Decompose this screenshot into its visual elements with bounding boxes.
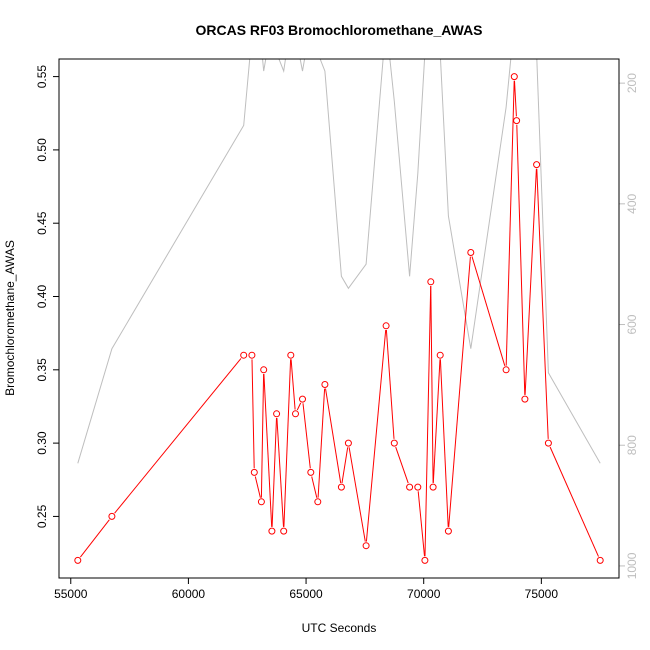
y2-axis: 200 400 600 800 1000 (619, 73, 639, 579)
primary-series-segment (536, 168, 549, 439)
y-axis: 0.25 0.30 0.35 0.40 0.45 0.50 0.55 (35, 65, 59, 528)
x-tick-label: 75000 (525, 587, 559, 601)
chart-title: ORCAS RF03 Bromochloromethane_AWAS (195, 22, 482, 38)
primary-series-segment (317, 388, 326, 498)
primary-series-point (533, 161, 541, 169)
primary-series-segment (448, 256, 471, 527)
primary-series-segment (471, 256, 506, 366)
x-tick-label: 65000 (289, 587, 323, 601)
primary-series-point (596, 556, 604, 564)
primary-series-segment (348, 447, 366, 542)
primary-series-segment (271, 417, 277, 527)
primary-series-point (273, 410, 281, 418)
x-axis-label: UTC Seconds (302, 621, 377, 635)
primary-series-point (502, 366, 510, 374)
primary-series-point (74, 556, 82, 564)
primary-series-point (314, 498, 322, 506)
primary-series-segment (365, 329, 387, 542)
y2-tick-label: 800 (625, 435, 639, 455)
primary-series-point (421, 556, 429, 564)
primary-series-segment (505, 80, 515, 366)
x-tick-label: 55000 (54, 587, 88, 601)
primary-series-segment (254, 476, 261, 498)
y-tick-label: 0.25 (35, 504, 49, 528)
primary-series-point (344, 439, 352, 447)
primary-series-segment (417, 491, 425, 557)
primary-series-segment (263, 373, 273, 527)
primary-series-point (521, 395, 529, 403)
primary-series-point (362, 542, 370, 550)
y2-tick-label: 600 (625, 314, 639, 334)
primary-series-point (292, 410, 299, 418)
primary-series-point (390, 439, 398, 447)
primary-series-point (280, 527, 288, 535)
primary-series-segment (439, 359, 449, 527)
x-tick-label: 70000 (407, 587, 441, 601)
secondary-series-line (77, 59, 601, 464)
primary-series-point (248, 351, 256, 359)
primary-series-point (337, 483, 345, 491)
primary-series-segment (276, 417, 284, 527)
primary-series-segment (516, 124, 526, 395)
primary-series-point (436, 351, 444, 359)
primary-series-segment (432, 359, 441, 483)
primary-series-segment (251, 359, 255, 469)
primary-series-point (240, 351, 248, 359)
y2-tick-label: 200 (625, 73, 639, 93)
primary-series (74, 73, 604, 564)
primary-series-point (260, 366, 268, 374)
primary-series-segment (283, 359, 292, 527)
primary-series-segment (290, 359, 296, 410)
y-tick-label: 0.40 (35, 285, 49, 309)
primary-series-point (287, 351, 295, 359)
secondary-series (77, 59, 601, 464)
primary-series-point (544, 439, 552, 447)
primary-series-point (414, 483, 422, 491)
primary-series-point (257, 498, 265, 506)
primary-series-point (108, 512, 116, 520)
primary-series-segment (385, 329, 395, 439)
primary-series-segment (514, 80, 517, 117)
y-tick-label: 0.55 (35, 65, 49, 89)
primary-series-point (427, 278, 435, 286)
primary-series-segment (341, 447, 349, 484)
primary-series-segment (430, 285, 434, 483)
primary-series-point (268, 527, 276, 535)
plot-frame (58, 58, 620, 579)
primary-series-segment (80, 519, 110, 558)
primary-series-segment (395, 446, 409, 484)
primary-series-segment (296, 402, 302, 411)
y2-tick-label: 400 (625, 194, 639, 214)
primary-series-segment (325, 388, 342, 484)
primary-series-segment (424, 285, 432, 557)
primary-series-point (307, 468, 315, 476)
primary-series-point (321, 381, 329, 388)
primary-series-point (299, 395, 306, 403)
primary-series-point (250, 468, 258, 476)
x-axis: 55000 60000 65000 70000 75000 (54, 578, 558, 601)
primary-series-point (406, 483, 414, 491)
primary-series-segment (549, 446, 599, 557)
y-tick-label: 0.30 (35, 431, 49, 455)
y-axis-label: Bromochloromethane_AWAS (3, 240, 17, 396)
primary-series-point (467, 249, 475, 256)
primary-series-point (513, 117, 521, 125)
x-tick-label: 60000 (172, 587, 206, 601)
primary-series-point (510, 73, 518, 81)
primary-series-point (444, 527, 452, 535)
y-tick-label: 0.45 (35, 211, 49, 235)
y-tick-label: 0.50 (35, 138, 49, 162)
y2-tick-label: 1000 (625, 552, 639, 579)
primary-series-point (382, 322, 390, 330)
primary-series-point (429, 483, 437, 491)
y-tick-label: 0.35 (35, 358, 49, 382)
primary-series-segment (260, 373, 265, 498)
primary-series-segment (114, 358, 242, 514)
primary-series-segment (302, 403, 311, 469)
primary-series-segment (524, 168, 537, 395)
primary-series-segment (311, 476, 318, 498)
